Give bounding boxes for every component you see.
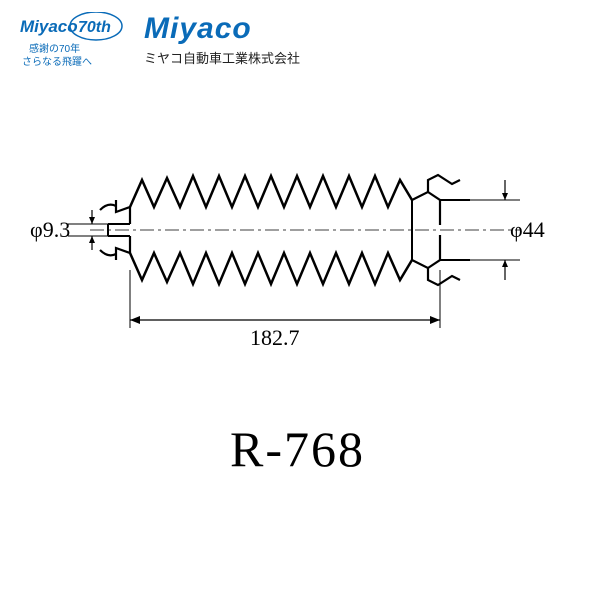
header: Miyaco 70th 感謝の70年 さらなる飛躍へ Miyaco ミヤコ自動車… (0, 0, 600, 84)
logo-70th-svg: Miyaco 70th 感謝の70年 さらなる飛躍へ (16, 12, 126, 72)
bellows-profile-svg (60, 150, 540, 350)
technical-drawing: φ9.3 φ44 182.7 R-768 (60, 150, 540, 490)
dim-left-diameter: φ9.3 (30, 217, 70, 243)
logo-70th-anniversary: Miyaco 70th 感謝の70年 さらなる飛躍へ (16, 12, 126, 72)
svg-text:さらなる飛躍へ: さらなる飛躍へ (22, 56, 92, 68)
part-number: R-768 (230, 420, 365, 478)
svg-text:Miyaco: Miyaco (20, 17, 78, 36)
logo-brand-text: Miyaco (144, 12, 300, 46)
company-name: ミヤコ自動車工業株式会社 (144, 48, 300, 67)
svg-text:70th: 70th (78, 19, 111, 36)
dim-right-diameter: φ44 (510, 217, 545, 243)
dim-length: 182.7 (250, 325, 300, 351)
logo-main: Miyaco ミヤコ自動車工業株式会社 (144, 12, 300, 67)
svg-text:感謝の70年: 感謝の70年 (29, 42, 80, 55)
